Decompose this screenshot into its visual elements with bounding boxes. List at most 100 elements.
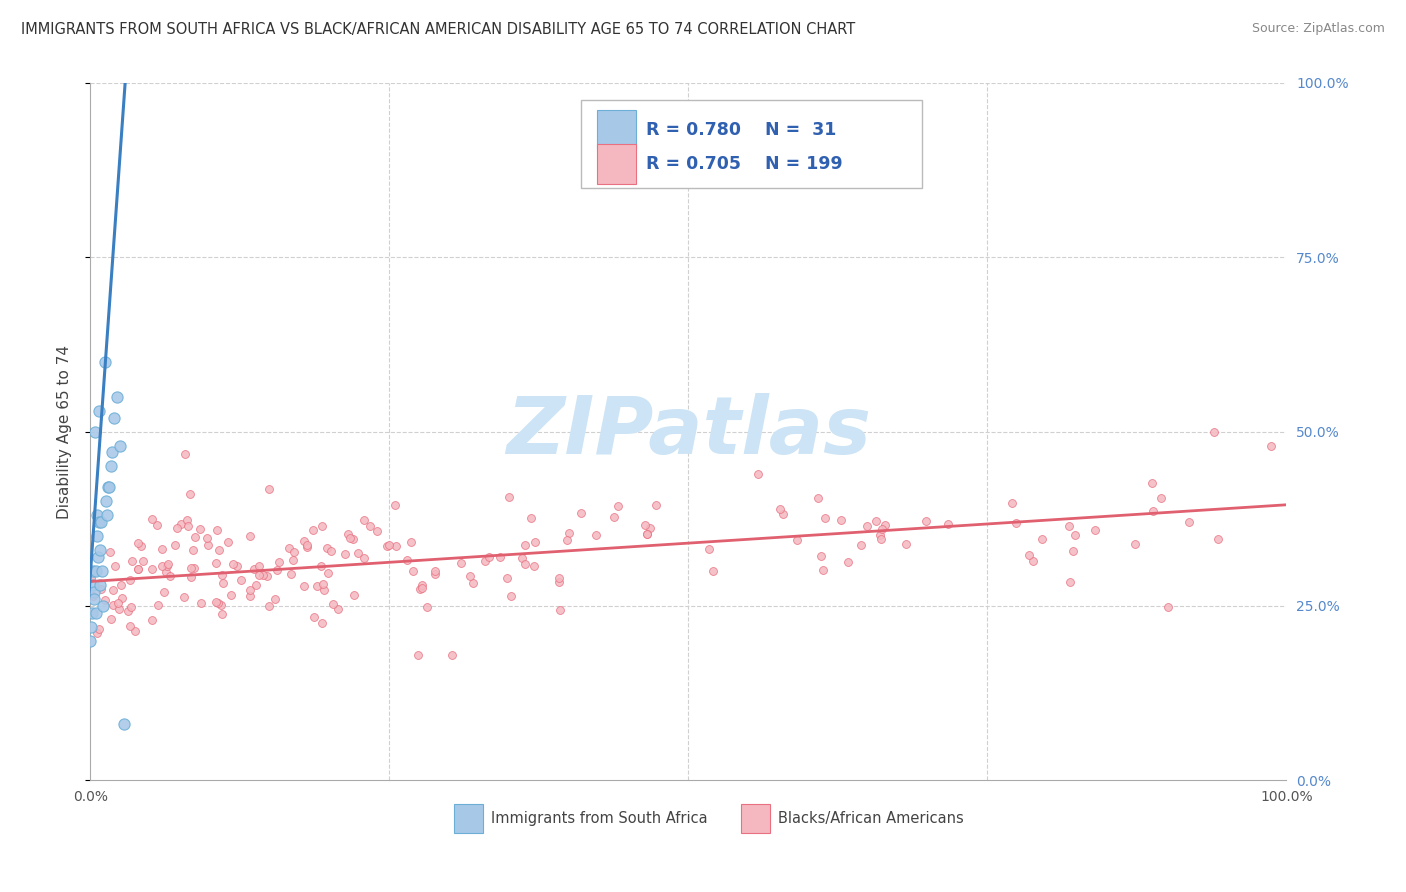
Point bbox=[869, 528, 891, 542]
Point bbox=[127, 535, 149, 549]
Point bbox=[89, 403, 111, 417]
Point bbox=[813, 563, 835, 577]
Point bbox=[107, 602, 129, 616]
Point bbox=[256, 569, 278, 583]
Point bbox=[111, 591, 134, 605]
Point bbox=[219, 588, 242, 602]
Point bbox=[283, 552, 305, 566]
Point bbox=[311, 558, 333, 573]
Point bbox=[239, 582, 262, 597]
Point bbox=[94, 494, 117, 508]
Point bbox=[100, 445, 122, 459]
Point bbox=[328, 601, 350, 615]
Point bbox=[297, 540, 319, 554]
Point bbox=[423, 566, 446, 581]
Point bbox=[321, 544, 343, 558]
Point bbox=[141, 512, 163, 526]
Point bbox=[1018, 548, 1040, 562]
Point bbox=[1001, 495, 1024, 509]
Point bbox=[183, 561, 205, 575]
Point bbox=[257, 599, 280, 613]
Point bbox=[302, 524, 325, 538]
Point bbox=[869, 533, 891, 547]
Point bbox=[80, 571, 103, 585]
Point bbox=[132, 554, 155, 568]
Point bbox=[865, 514, 887, 528]
Point bbox=[101, 598, 124, 612]
Point bbox=[513, 558, 536, 572]
FancyBboxPatch shape bbox=[598, 145, 636, 184]
Point bbox=[644, 498, 666, 512]
Point bbox=[513, 538, 536, 552]
Point bbox=[458, 568, 481, 582]
Point bbox=[86, 625, 108, 640]
Point bbox=[1178, 515, 1201, 529]
Point bbox=[474, 553, 496, 567]
Point bbox=[607, 499, 630, 513]
Y-axis label: Disability Age 65 to 74: Disability Age 65 to 74 bbox=[58, 344, 72, 518]
Point bbox=[292, 534, 315, 549]
Point bbox=[440, 648, 463, 662]
Point bbox=[190, 596, 212, 610]
Point bbox=[93, 599, 115, 613]
Point bbox=[636, 526, 658, 541]
Point bbox=[120, 573, 142, 587]
Point bbox=[1064, 528, 1087, 542]
Point bbox=[205, 557, 228, 571]
Point bbox=[217, 535, 239, 549]
Point bbox=[239, 589, 262, 603]
Point bbox=[304, 609, 326, 624]
Point bbox=[259, 483, 281, 497]
Point bbox=[180, 561, 202, 575]
Point bbox=[195, 532, 218, 546]
Point bbox=[411, 582, 433, 596]
Point bbox=[280, 566, 302, 581]
Point bbox=[121, 554, 143, 568]
Point bbox=[311, 615, 333, 630]
Point bbox=[148, 599, 170, 613]
Point bbox=[101, 582, 124, 597]
Point bbox=[163, 538, 186, 552]
Point bbox=[87, 515, 110, 529]
Point bbox=[1059, 574, 1081, 589]
Point bbox=[384, 539, 406, 553]
Point bbox=[548, 603, 571, 617]
Text: Blacks/African Americans: Blacks/African Americans bbox=[778, 811, 965, 826]
Point bbox=[141, 613, 163, 627]
Point bbox=[295, 538, 318, 552]
Point bbox=[849, 538, 872, 552]
Point bbox=[342, 588, 364, 602]
Point bbox=[83, 585, 105, 599]
Point bbox=[510, 550, 533, 565]
Point bbox=[312, 576, 335, 591]
Point bbox=[89, 543, 111, 558]
Point bbox=[174, 448, 197, 462]
Point bbox=[830, 513, 852, 527]
Point bbox=[411, 578, 433, 592]
Point bbox=[292, 579, 315, 593]
Point bbox=[84, 425, 107, 439]
Point bbox=[478, 550, 501, 565]
Point bbox=[169, 516, 191, 531]
Point bbox=[150, 559, 173, 574]
Point bbox=[117, 603, 139, 617]
Point bbox=[307, 579, 329, 593]
Point bbox=[87, 550, 110, 565]
Point bbox=[837, 555, 859, 569]
Point bbox=[141, 562, 163, 576]
Point bbox=[180, 570, 202, 584]
Point bbox=[697, 542, 720, 557]
Point bbox=[90, 582, 112, 596]
Point bbox=[311, 518, 333, 533]
Point bbox=[524, 534, 547, 549]
Point bbox=[211, 607, 233, 621]
Point bbox=[184, 530, 207, 544]
Text: ZIPatlas: ZIPatlas bbox=[506, 392, 870, 471]
Point bbox=[208, 543, 231, 558]
Point bbox=[636, 527, 658, 541]
Point bbox=[181, 542, 204, 557]
Point bbox=[209, 599, 232, 613]
Point bbox=[97, 480, 120, 494]
Point bbox=[179, 486, 201, 500]
Point bbox=[266, 563, 288, 577]
